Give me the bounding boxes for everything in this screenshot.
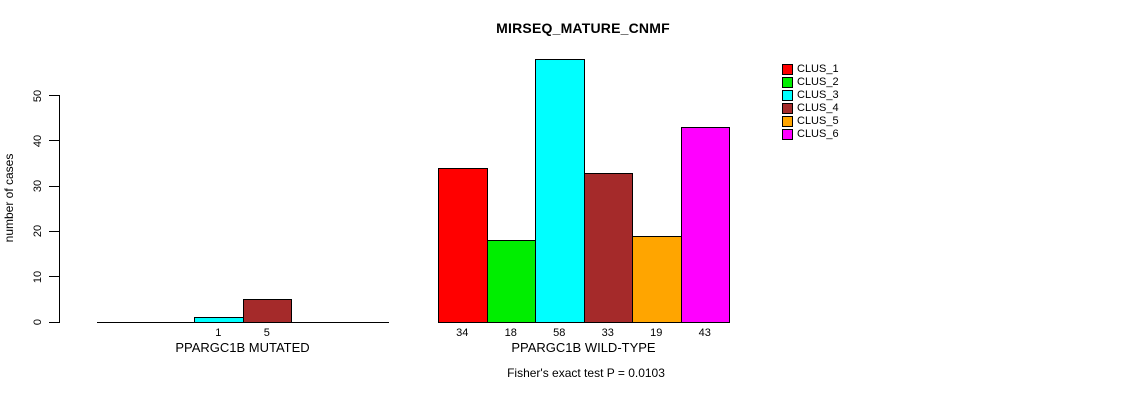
legend-label: CLUS_5 (797, 115, 839, 127)
group-label: PPARGC1B MUTATED (175, 340, 310, 355)
y-axis-label: number of cases (2, 153, 16, 243)
bar-value-label: 19 (650, 327, 663, 339)
legend-entry: CLUS_2 (782, 77, 839, 88)
y-axis-tick-label: 0 (32, 318, 44, 326)
zero-bar-clus_2 (145, 322, 195, 323)
bar-clus_3 (535, 59, 585, 323)
bar-value-label: 43 (698, 327, 711, 339)
y-axis-tick (49, 185, 59, 187)
zero-bar-clus_1 (97, 322, 147, 323)
legend-swatch-clus_5 (782, 116, 793, 127)
bar-value-label: 1 (215, 327, 222, 339)
bar-clus_4 (583, 172, 633, 323)
y-axis-tick (49, 321, 59, 323)
y-axis-tick (49, 276, 59, 278)
bar-clus_3 (194, 317, 244, 323)
y-axis-tick-label: 50 (32, 89, 44, 102)
legend: CLUS_1 CLUS_2 CLUS_3 CLUS_4 CLUS_5 CLUS_6 (782, 64, 839, 140)
bar-clus_2 (486, 240, 536, 323)
y-axis-line (59, 95, 60, 323)
zero-bar-clus_6 (339, 322, 389, 323)
legend-swatch-clus_3 (782, 90, 793, 101)
y-axis-tick-label: 40 (32, 134, 44, 147)
group-label: PPARGC1B WILD-TYPE (511, 340, 656, 355)
bar-clus_1 (438, 167, 488, 323)
legend-entry: CLUS_4 (782, 103, 839, 114)
y-axis-tick (49, 230, 59, 232)
legend-label: CLUS_4 (797, 102, 839, 114)
bar-clus_5 (632, 235, 682, 323)
legend-swatch-clus_1 (782, 64, 793, 75)
legend-entry: CLUS_3 (782, 90, 839, 101)
bar-clus_4 (242, 299, 292, 323)
legend-label: CLUS_2 (797, 76, 839, 88)
legend-entry: CLUS_5 (782, 116, 839, 127)
legend-entry: CLUS_1 (782, 64, 839, 75)
y-axis-tick-label: 30 (32, 179, 44, 193)
bar-value-label: 34 (456, 327, 469, 339)
legend-swatch-clus_6 (782, 129, 793, 140)
y-axis-tick-label: 20 (32, 225, 44, 238)
chart-title: MIRSEQ_MATURE_CNMF (496, 20, 670, 36)
fisher-test-annotation: Fisher's exact test P = 0.0103 (507, 366, 665, 380)
y-axis-tick-label: 10 (32, 270, 44, 283)
zero-bar-clus_5 (291, 322, 341, 323)
legend-label: CLUS_6 (797, 128, 839, 140)
bar-clus_6 (680, 127, 730, 323)
legend-label: CLUS_3 (797, 89, 839, 101)
y-axis-tick (49, 95, 59, 96)
legend-swatch-clus_2 (782, 77, 793, 88)
bar-value-label: 58 (553, 327, 566, 339)
bar-value-label: 18 (504, 327, 517, 339)
y-axis-tick (49, 140, 59, 142)
legend-swatch-clus_4 (782, 103, 793, 114)
bar-value-label: 5 (263, 327, 270, 339)
legend-label: CLUS_1 (797, 63, 839, 75)
bar-value-label: 33 (601, 327, 614, 339)
legend-entry: CLUS_6 (782, 129, 839, 140)
